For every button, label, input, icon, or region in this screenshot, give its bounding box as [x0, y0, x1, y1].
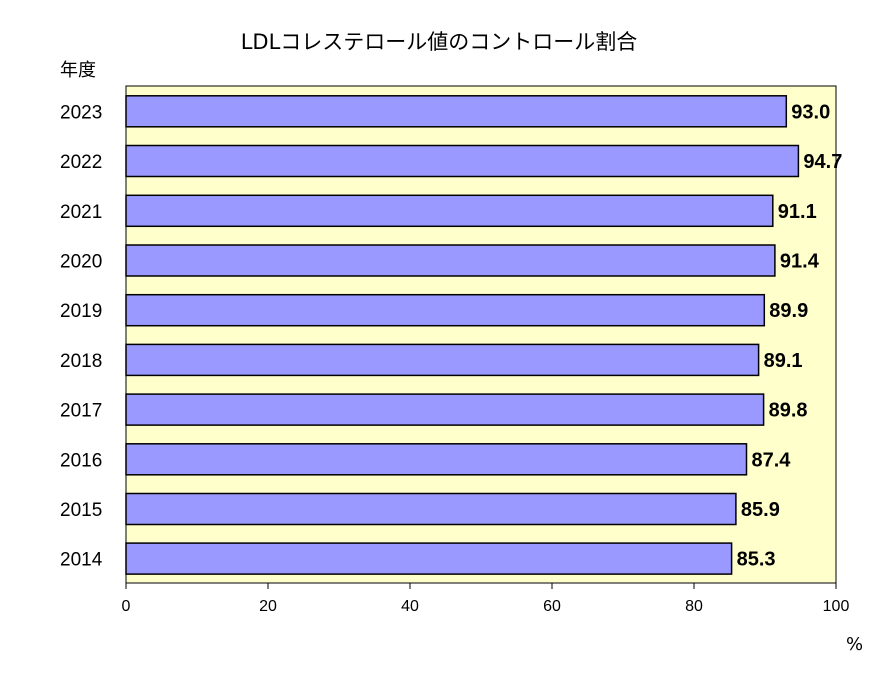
bar-2019: [125, 293, 766, 327]
x-tick-label-100: 100: [823, 598, 850, 615]
x-tick-label-80: 80: [685, 598, 703, 615]
category-label-2018: 2018: [60, 351, 102, 372]
data-label-2019: 89.9: [769, 300, 808, 322]
bar-2023: [125, 95, 788, 128]
data-label-2014: 85.3: [737, 549, 776, 571]
category-label-2019: 2019: [60, 301, 102, 322]
category-label-2014: 2014: [60, 550, 103, 571]
x-tick-label-0: 0: [122, 598, 131, 615]
category-label-2016: 2016: [60, 450, 102, 471]
bar-2020: [125, 244, 776, 277]
data-label-2017: 89.8: [769, 400, 808, 422]
bar-2017: [125, 393, 765, 426]
data-label-2021: 91.1: [778, 201, 817, 223]
category-label-2021: 2021: [60, 202, 102, 223]
category-label-2023: 2023: [60, 102, 102, 123]
category-label-2015: 2015: [60, 500, 102, 521]
category-label-2017: 2017: [60, 401, 102, 422]
x-tick-label-40: 40: [401, 598, 419, 615]
data-label-2016: 87.4: [752, 449, 792, 471]
data-label-2018: 89.1: [764, 350, 803, 372]
bar-2021: [125, 194, 774, 228]
bars-group: 2023 93.0 2022 94.7 2021 91.1 2020 91.4 2019 89.9…: [60, 95, 842, 575]
x-axis-unit: %: [846, 634, 864, 655]
bar-2022: [125, 144, 800, 178]
x-tick-label-60: 60: [543, 598, 561, 615]
x-tick-label-20: 20: [259, 598, 277, 615]
bar-2018: [125, 343, 760, 377]
data-label-2022: 94.7: [803, 151, 842, 173]
bar-2014: [125, 542, 733, 575]
bar-2015: [125, 492, 737, 526]
data-label-2015: 85.9: [741, 499, 780, 521]
y-axis-label: 年度: [60, 60, 96, 81]
chart-title: LDLコレステロール値のコントロール割合: [240, 30, 638, 54]
bar-2016: [125, 443, 748, 476]
category-label-2022: 2022: [60, 152, 102, 173]
data-label-2023: 93.0: [791, 101, 830, 123]
x-axis: 0 20 40 60 80 100: [122, 583, 850, 615]
category-label-2020: 2020: [60, 252, 102, 273]
data-label-2020: 91.4: [780, 251, 820, 273]
